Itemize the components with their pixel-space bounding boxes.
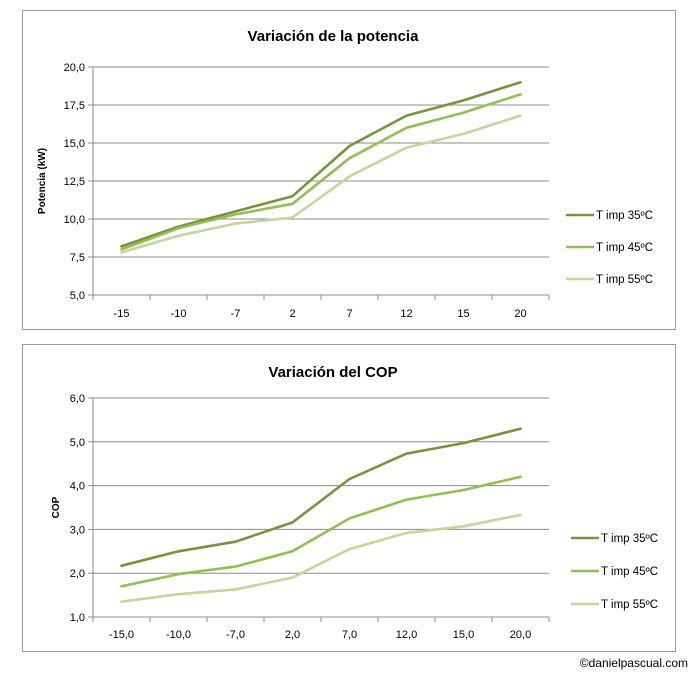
series-line-3 — [120, 513, 522, 604]
legend-label: T imp 35ºC — [601, 533, 658, 545]
y-tick-label: 12,5 — [64, 176, 85, 188]
y-tick-label: 4,0 — [70, 481, 85, 493]
y-tick-label: 7,5 — [70, 252, 85, 264]
chart-panel-potencia: Variación de la potencia Potencia (kW) 5,0… — [22, 10, 676, 330]
y-tick-label: 17,5 — [64, 100, 85, 112]
series-line-2 — [120, 475, 522, 588]
series-line-1 — [120, 427, 522, 568]
chart-potencia: Variación de la potencia Potencia (kW) 5,0… — [37, 28, 653, 320]
y-tick-label: 5,0 — [70, 290, 85, 302]
y-tick-label: 20,0 — [64, 62, 85, 74]
x-tick-label: -7 — [231, 308, 241, 320]
y-tick-label: 1,0 — [70, 612, 85, 624]
x-tick-label: 7,0 — [342, 629, 357, 641]
legend-label: T imp 55ºC — [601, 599, 658, 611]
x-tick-label: 7 — [346, 308, 352, 320]
chart-title: Variación del COP — [268, 364, 397, 381]
x-tick-label: 12,0 — [396, 629, 417, 641]
y-tick-label: 10,0 — [64, 214, 85, 226]
x-tick-label: 15,0 — [453, 629, 474, 641]
legend-label: T imp 35ºC — [596, 210, 653, 222]
x-tick-label: 20 — [514, 308, 526, 320]
series-line-1 — [120, 80, 522, 248]
series-line-3 — [120, 114, 522, 254]
y-tick-label: 15,0 — [64, 138, 85, 150]
x-tick-label: -7,0 — [226, 629, 245, 641]
legend-label: T imp 45ºC — [596, 242, 653, 254]
chart-cop: Variación del COP COP 1,0 2,0 3,0 4,0 5,0 6,0 -1… — [51, 364, 658, 641]
y-tick-label: 6,0 — [70, 393, 85, 405]
legend-label: T imp 45ºC — [601, 566, 658, 578]
x-tick-label: -10,0 — [166, 629, 191, 641]
x-tick-label: -15 — [114, 308, 130, 320]
y-tick-label: 3,0 — [70, 524, 85, 536]
x-tick-label: -10 — [171, 308, 187, 320]
chart-title: Variación de la potencia — [248, 28, 420, 45]
y-tick-label: 2,0 — [70, 568, 85, 580]
x-tick-label: 12 — [400, 308, 412, 320]
x-tick-label: 20,0 — [510, 629, 531, 641]
x-tick-label: -15,0 — [109, 629, 134, 641]
x-tick-label: 15 — [457, 308, 469, 320]
x-tick-label: 2,0 — [285, 629, 300, 641]
y-tick-label: 5,0 — [70, 437, 85, 449]
y-axis-label: COP — [51, 496, 62, 518]
y-axis-label: Potencia (kW) — [37, 148, 48, 214]
credit-text: ©danielpascual.com — [579, 656, 688, 670]
series-line-2 — [120, 93, 522, 251]
chart-panel-cop: Variación del COP COP 1,0 2,0 3,0 4,0 5,0 6,0 -1… — [22, 344, 676, 652]
legend-label: T imp 55ºC — [596, 274, 653, 286]
x-tick-label: 2 — [289, 308, 295, 320]
